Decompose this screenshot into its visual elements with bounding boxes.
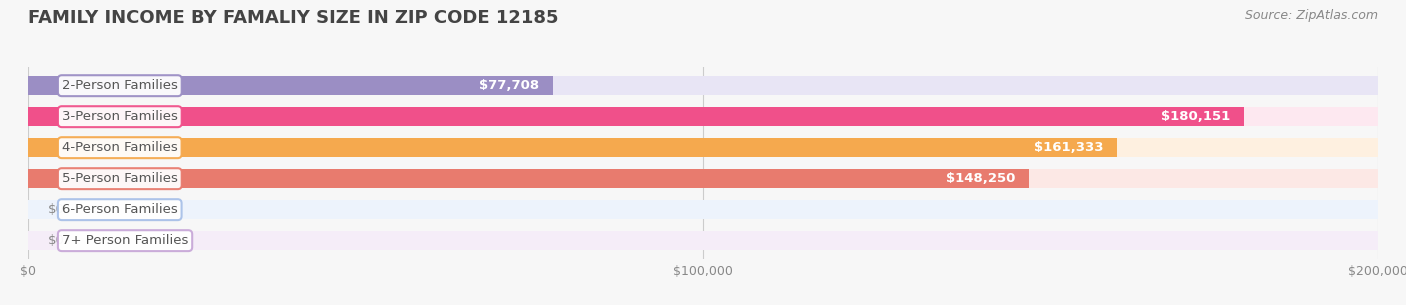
Bar xyxy=(28,200,1378,219)
Text: $180,151: $180,151 xyxy=(1161,110,1230,123)
Text: $0: $0 xyxy=(48,234,65,247)
Bar xyxy=(28,231,1378,250)
Text: 2-Person Families: 2-Person Families xyxy=(62,79,177,92)
Bar xyxy=(28,76,553,95)
Bar xyxy=(28,107,1244,126)
Bar xyxy=(28,76,1378,95)
Text: 7+ Person Families: 7+ Person Families xyxy=(62,234,188,247)
Text: $77,708: $77,708 xyxy=(479,79,538,92)
Bar xyxy=(28,138,1116,157)
Text: 6-Person Families: 6-Person Families xyxy=(62,203,177,216)
Text: FAMILY INCOME BY FAMALIY SIZE IN ZIP CODE 12185: FAMILY INCOME BY FAMALIY SIZE IN ZIP COD… xyxy=(28,9,558,27)
Text: 5-Person Families: 5-Person Families xyxy=(62,172,177,185)
Text: $0: $0 xyxy=(48,203,65,216)
Bar xyxy=(28,107,1378,126)
Text: $161,333: $161,333 xyxy=(1033,141,1104,154)
Bar xyxy=(28,138,1378,157)
Text: 3-Person Families: 3-Person Families xyxy=(62,110,177,123)
Text: Source: ZipAtlas.com: Source: ZipAtlas.com xyxy=(1244,9,1378,22)
Text: $148,250: $148,250 xyxy=(946,172,1015,185)
Bar xyxy=(28,169,1029,188)
Bar xyxy=(28,169,1378,188)
Text: 4-Person Families: 4-Person Families xyxy=(62,141,177,154)
